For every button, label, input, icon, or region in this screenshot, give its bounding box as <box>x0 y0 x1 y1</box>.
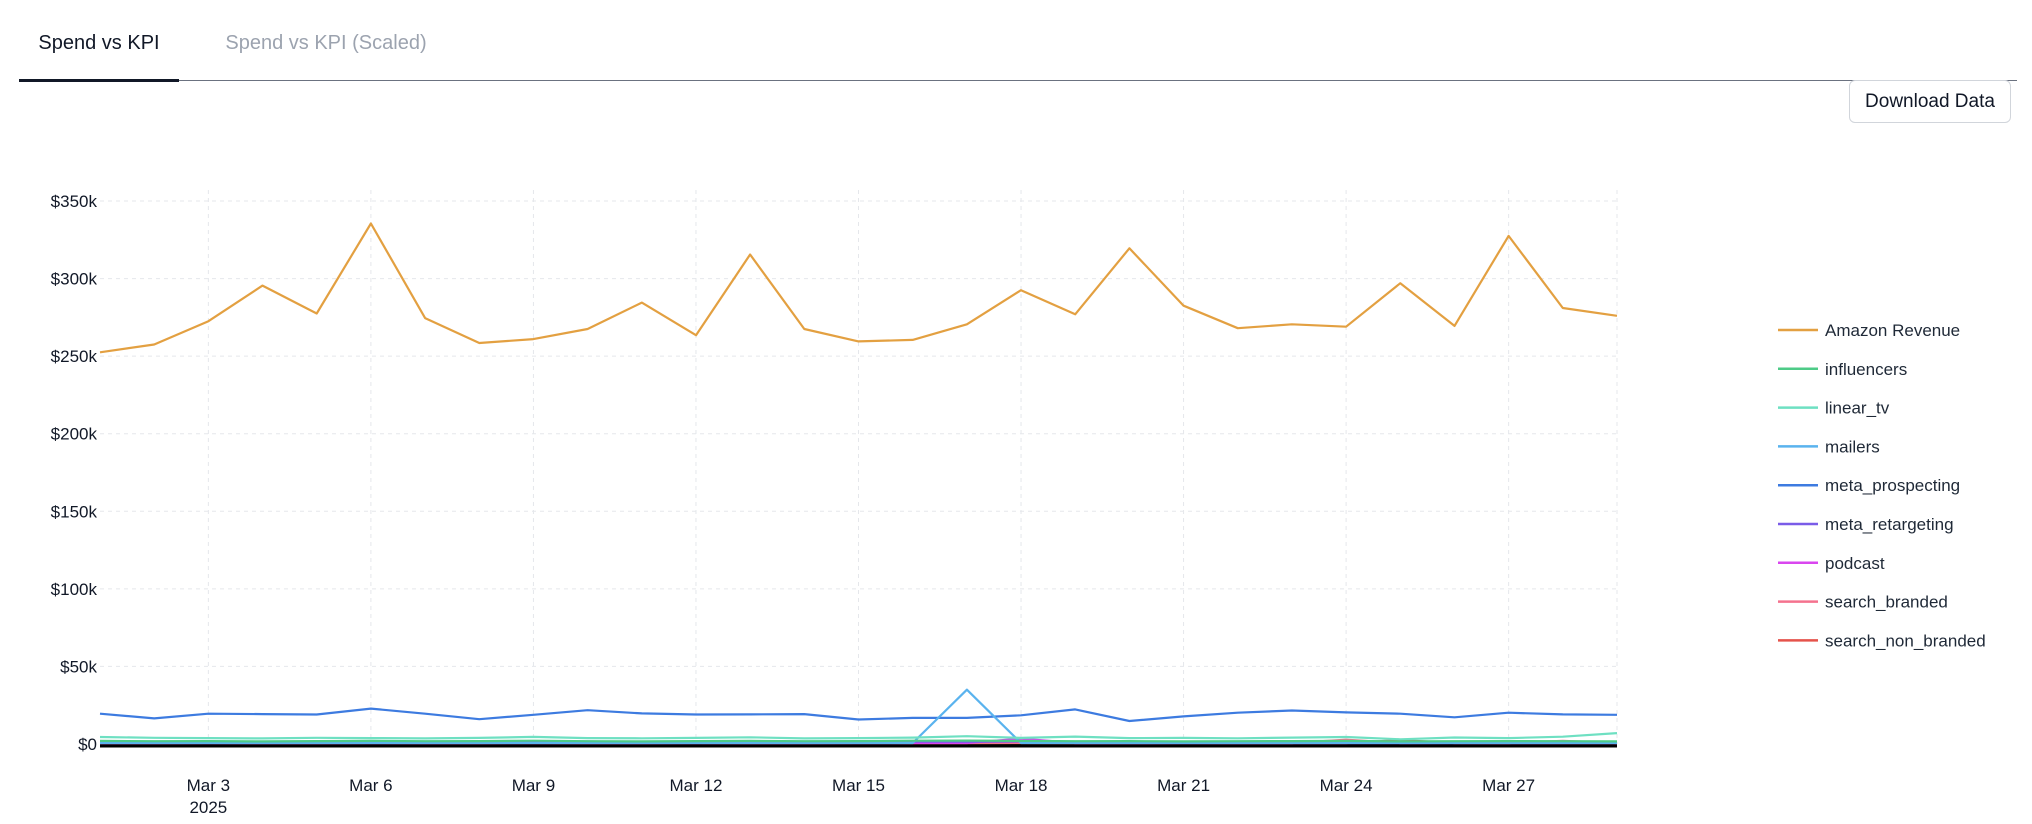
series-line-mailers <box>100 688 1617 745</box>
legend-item[interactable]: meta_prospecting <box>1778 476 1960 495</box>
series-line-amazon-revenue <box>99 222 1618 354</box>
legend-label: mailers <box>1825 437 1880 456</box>
legend-label: Amazon Revenue <box>1825 321 1960 340</box>
legend-label: search_non_branded <box>1825 631 1986 650</box>
legend-item[interactable]: Amazon Revenue <box>1778 321 1960 340</box>
x-tick-label: Mar 9 <box>512 776 555 795</box>
x-tick-label: Mar 15 <box>832 776 885 795</box>
chart-series <box>99 222 1618 745</box>
tab-bar: Spend vs KPI Spend vs KPI (Scaled) <box>19 0 2017 82</box>
legend-label: linear_tv <box>1825 399 1890 418</box>
y-axis: $0 $50k $100k $150k $200k $250k $300k $350k <box>51 192 98 754</box>
legend-label: meta_prospecting <box>1825 476 1960 495</box>
legend-item[interactable]: search_branded <box>1778 593 1948 612</box>
legend-label: search_branded <box>1825 593 1948 612</box>
legend-label: meta_retargeting <box>1825 515 1954 534</box>
y-tick-label: $350k <box>51 192 98 211</box>
x-tick-label: Mar 12 <box>670 776 723 795</box>
legend-item[interactable]: mailers <box>1778 437 1880 456</box>
legend-item[interactable]: influencers <box>1778 360 1907 379</box>
x-tick-label: Mar 21 <box>1157 776 1210 795</box>
legend-item[interactable]: linear_tv <box>1778 399 1890 418</box>
x-tick-label: Mar 3 <box>187 776 230 795</box>
download-data-button[interactable]: Download Data <box>1849 80 2011 123</box>
y-tick-label: $100k <box>51 580 98 599</box>
tab-spend-vs-kpi-scaled[interactable]: Spend vs KPI (Scaled) <box>225 32 427 54</box>
series-line-linear-tv <box>99 732 1618 741</box>
legend-label: influencers <box>1825 360 1907 379</box>
y-tick-label: $0 <box>78 735 97 754</box>
legend-item[interactable]: podcast <box>1778 554 1885 573</box>
y-tick-label: $300k <box>51 270 98 289</box>
chart-legend[interactable]: Amazon Revenue influencers linear_tvmailer… <box>1778 321 1986 650</box>
series-line-meta-prospecting <box>99 707 1618 723</box>
x-tick-year-label: 2025 <box>189 798 227 817</box>
legend-label: podcast <box>1825 554 1885 573</box>
legend-item[interactable]: meta_retargeting <box>1778 515 1954 534</box>
y-tick-label: $150k <box>51 502 98 521</box>
x-tick-label: Mar 18 <box>995 776 1048 795</box>
x-tick-label: Mar 27 <box>1482 776 1535 795</box>
chart-grid <box>100 190 1618 744</box>
x-tick-label: Mar 24 <box>1320 776 1373 795</box>
tab-spend-vs-kpi[interactable]: Spend vs KPI <box>19 0 179 82</box>
y-tick-label: $250k <box>51 347 98 366</box>
series-line-influencers <box>99 739 1618 743</box>
x-axis: Mar 3 2025 Mar 6 Mar 9 Mar 12 Mar 15 Mar 18 Mar… <box>187 776 1535 817</box>
legend-item[interactable]: search_non_branded <box>1778 631 1986 650</box>
y-tick-label: $50k <box>60 657 97 676</box>
y-tick-label: $200k <box>51 425 98 444</box>
x-tick-label: Mar 6 <box>349 776 392 795</box>
